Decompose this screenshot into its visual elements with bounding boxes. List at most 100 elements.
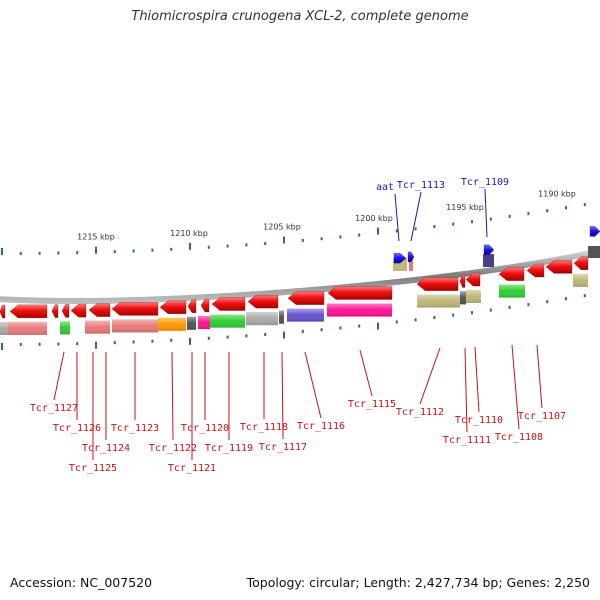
tick-mark — [264, 332, 267, 336]
cog-block-shade — [466, 289, 481, 303]
gene-label-tcr-1115[interactable]: Tcr_1115 — [348, 399, 396, 410]
tick-mark — [395, 320, 398, 324]
leader-line-layer — [53, 188, 543, 460]
tick-mark — [358, 324, 361, 328]
leader-line — [484, 188, 488, 238]
gene-arrow-aat — [393, 252, 407, 264]
tick-mark — [377, 322, 379, 330]
tick-mark — [583, 294, 586, 298]
tick-mark — [508, 214, 511, 218]
tick-mark — [1, 247, 3, 255]
tick-mark — [583, 203, 586, 207]
tick-mark — [245, 334, 248, 338]
tick-mark — [132, 249, 135, 253]
gene-label-tcr-1120[interactable]: Tcr_1120 — [181, 423, 229, 434]
gene-label-tcr-1113[interactable]: Tcr_1113 — [397, 180, 445, 191]
cog-block — [483, 254, 494, 267]
genome-backbone — [0, 248, 600, 304]
gene-label-tcr-1119[interactable]: Tcr_1119 — [205, 443, 253, 454]
tick-mark — [264, 241, 267, 245]
genome-title: Thiomicrospira crunogena XCL-2, complete… — [131, 9, 469, 24]
gene-arrow — [407, 251, 415, 263]
cog-block-shade — [0, 321, 8, 335]
tick-mark — [527, 303, 530, 307]
scale-label: 1200 kbp — [355, 214, 393, 223]
accession-text: Accession: NC_007520 — [10, 575, 153, 590]
tick-mark — [57, 342, 60, 346]
gene-label-tcr-1122[interactable]: Tcr_1122 — [149, 443, 197, 454]
tick-mark — [207, 336, 210, 340]
tick-mark — [113, 341, 116, 345]
leader-line — [171, 351, 174, 441]
gene-arrow — [573, 256, 589, 270]
tick-mark — [489, 217, 492, 221]
label-layer: 1215 kbp 1210 kbp 1205 kbp 1200 kbp 1195 kbp… — [30, 177, 576, 474]
tick-mark — [320, 328, 323, 332]
tick-mark — [433, 225, 436, 229]
gene-label-tcr-1126[interactable]: Tcr_1126 — [53, 423, 101, 434]
gene-label-tcr-1108[interactable]: Tcr_1108 — [495, 432, 543, 443]
gene-arrow — [545, 260, 573, 274]
tick-mark — [76, 342, 79, 346]
tick-mark — [38, 251, 41, 255]
cog-block-shade — [8, 321, 47, 335]
tick-mark — [1, 342, 3, 350]
tick-mark — [565, 297, 567, 301]
cog-block-shade — [327, 303, 392, 317]
leader-line — [464, 347, 468, 433]
leader-line — [511, 344, 520, 430]
gene-label-tcr-1125[interactable]: Tcr_1125 — [69, 463, 117, 474]
cog-block-shade — [246, 312, 278, 326]
topology-summary: Topology: circular; Length: 2,427,734 bp… — [246, 575, 590, 590]
gene-arrow — [88, 303, 111, 317]
scale-label: 1190 kbp — [538, 190, 576, 199]
gene-label-tcr-1110[interactable]: Tcr_1110 — [455, 415, 503, 426]
tick-mark — [132, 340, 135, 344]
gene-arrow — [483, 244, 495, 255]
gene-label-tcr-1109[interactable]: Tcr_1109 — [461, 177, 509, 188]
gene-label-tcr-1117[interactable]: Tcr_1117 — [259, 442, 307, 453]
tick-mark — [414, 318, 417, 322]
gene-label-aat[interactable]: aat — [376, 182, 394, 193]
gene-arrow — [70, 303, 87, 318]
tick-mark — [170, 338, 173, 342]
gene-arrow — [287, 291, 325, 305]
tick-mark — [452, 222, 455, 226]
backbone-layer — [0, 248, 600, 304]
tick-mark — [19, 342, 22, 346]
gene-arrow — [211, 297, 246, 311]
cog-block-shade — [417, 294, 460, 308]
gene-label-tcr-1124[interactable]: Tcr_1124 — [82, 443, 130, 454]
tick-mark — [283, 331, 285, 339]
leader-line — [359, 349, 373, 397]
gene-label-tcr-1112[interactable]: Tcr_1112 — [396, 407, 444, 418]
scale-label: 1205 kbp — [263, 223, 301, 232]
gene-label-tcr-1118[interactable]: Tcr_1118 — [240, 422, 288, 433]
gene-arrow — [51, 304, 59, 318]
gene-label-tcr-1121[interactable]: Tcr_1121 — [168, 463, 216, 474]
tick-mark — [57, 251, 60, 255]
tick-mark — [283, 236, 285, 244]
tick-mark — [489, 308, 492, 312]
gene-arrow — [187, 299, 197, 313]
tick-mark — [95, 246, 97, 254]
cog-block-shade — [460, 291, 466, 305]
cog-block-shade — [187, 316, 196, 330]
gene-label-tcr-1107[interactable]: Tcr_1107 — [518, 411, 566, 422]
leader-line — [410, 191, 422, 242]
gene-arrow — [416, 277, 459, 291]
gene-arrow — [465, 272, 481, 287]
leader-line — [474, 346, 480, 413]
leader-line — [419, 347, 441, 405]
gene-arrow — [247, 294, 279, 309]
gene-label-tcr-1127[interactable]: Tcr_1127 — [30, 403, 78, 414]
tick-mark — [471, 220, 473, 224]
gene-label-tcr-1111[interactable]: Tcr_1111 — [443, 435, 491, 446]
tick-mark — [226, 335, 229, 339]
tick-mark — [320, 237, 323, 241]
gene-label-tcr-1116[interactable]: Tcr_1116 — [297, 421, 345, 432]
gene-label-tcr-1123[interactable]: Tcr_1123 — [111, 423, 159, 434]
tick-mark — [527, 212, 530, 216]
cog-block-shade — [210, 314, 245, 328]
